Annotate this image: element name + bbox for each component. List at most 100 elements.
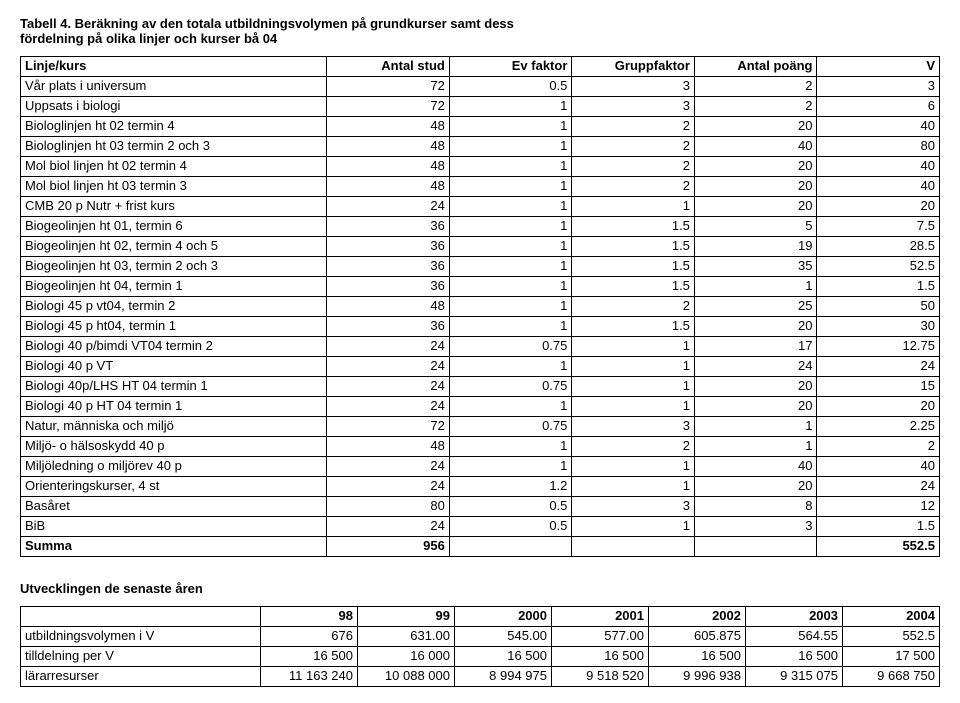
- table-cell: 564.55: [746, 627, 843, 647]
- table-cell: 48: [327, 137, 450, 157]
- table-cell: 72: [327, 77, 450, 97]
- table-cell: 9 518 520: [552, 667, 649, 687]
- table-cell: 24: [327, 517, 450, 537]
- table-cell: Biologi 40 p/bimdi VT04 termin 2: [21, 337, 327, 357]
- table-row: Biologlinjen ht 02 termin 448122040: [21, 117, 940, 137]
- table-cell: 48: [327, 177, 450, 197]
- table-row: Basåret800.53812: [21, 497, 940, 517]
- table-cell: 25: [694, 297, 817, 317]
- table-cell: 20: [817, 397, 940, 417]
- col-header: 2003: [746, 607, 843, 627]
- table-row: Biogeolinjen ht 04, termin 13611.511.5: [21, 277, 940, 297]
- table-cell: 577.00: [552, 627, 649, 647]
- table-cell: 3: [572, 497, 695, 517]
- table-cell: 48: [327, 157, 450, 177]
- history-table: 98 99 2000 2001 2002 2003 2004 utbildnin…: [20, 606, 940, 687]
- table-cell: 24: [694, 357, 817, 377]
- table-cell: 12: [817, 497, 940, 517]
- table-row: Mol biol linjen ht 03 termin 348122040: [21, 177, 940, 197]
- table-cell: BiB: [21, 517, 327, 537]
- table-cell: 20: [694, 157, 817, 177]
- table-row: Biogeolinjen ht 02, termin 4 och 53611.5…: [21, 237, 940, 257]
- table-cell: Uppsats i biologi: [21, 97, 327, 117]
- table-row: Biogeolinjen ht 01, termin 63611.557.5: [21, 217, 940, 237]
- table-row: Miljö- o hälsoskydd 40 p481212: [21, 437, 940, 457]
- table-cell: 1: [572, 197, 695, 217]
- table-cell: 7.5: [817, 217, 940, 237]
- table-cell: 545.00: [455, 627, 552, 647]
- table-cell: 1: [572, 397, 695, 417]
- table-row: Biologlinjen ht 03 termin 2 och 34812408…: [21, 137, 940, 157]
- table-row: CMB 20 p Nutr + frist kurs24112020: [21, 197, 940, 217]
- table-cell: 12.75: [817, 337, 940, 357]
- col-header: Ev faktor: [449, 57, 572, 77]
- table-cell: Mol biol linjen ht 03 termin 3: [21, 177, 327, 197]
- table-row: Biologi 45 p ht04, termin 13611.52030: [21, 317, 940, 337]
- col-header: Gruppfaktor: [572, 57, 695, 77]
- table-cell: 0.5: [449, 497, 572, 517]
- table-cell: 1: [449, 157, 572, 177]
- table-cell: 20: [694, 397, 817, 417]
- table-cell: 80: [327, 497, 450, 517]
- table-cell: 1: [572, 357, 695, 377]
- table-cell: 50: [817, 297, 940, 317]
- table-cell: lärarresurser: [21, 667, 261, 687]
- table-cell: 30: [817, 317, 940, 337]
- table-cell: 1: [449, 437, 572, 457]
- table-cell: 1: [572, 477, 695, 497]
- table-row: Biogeolinjen ht 03, termin 2 och 33611.5…: [21, 257, 940, 277]
- table-cell: 17: [694, 337, 817, 357]
- col-header: Antal poäng: [694, 57, 817, 77]
- table-cell: 24: [327, 457, 450, 477]
- table-cell: Biogeolinjen ht 04, termin 1: [21, 277, 327, 297]
- table-row: Miljöledning o miljörev 40 p24114040: [21, 457, 940, 477]
- table-cell: 40: [817, 117, 940, 137]
- col-header: Antal stud: [327, 57, 450, 77]
- table-cell: Biologi 40 p HT 04 termin 1: [21, 397, 327, 417]
- main-table: Linje/kurs Antal stud Ev faktor Gruppfak…: [20, 56, 940, 557]
- table-cell: 1: [572, 517, 695, 537]
- table-header-row: Linje/kurs Antal stud Ev faktor Gruppfak…: [21, 57, 940, 77]
- table-cell: 1: [449, 117, 572, 137]
- table-cell: 40: [817, 457, 940, 477]
- table-cell: 9 315 075: [746, 667, 843, 687]
- table-cell: 1.5: [817, 277, 940, 297]
- table-cell: 1: [694, 437, 817, 457]
- table-cell: 20: [694, 177, 817, 197]
- table-cell: 1: [694, 277, 817, 297]
- sub-heading: Utvecklingen de senaste åren: [20, 581, 940, 596]
- table-row: Biologi 40 p/bimdi VT04 termin 2240.7511…: [21, 337, 940, 357]
- table-cell: 40: [817, 157, 940, 177]
- table-row: Biologi 40p/LHS HT 04 termin 1240.751201…: [21, 377, 940, 397]
- table-cell: 0.5: [449, 517, 572, 537]
- caption-line-1: Tabell 4. Beräkning av den totala utbild…: [20, 16, 940, 31]
- table-cell: 1: [449, 137, 572, 157]
- table-cell: 1: [449, 277, 572, 297]
- table-cell: 1: [449, 297, 572, 317]
- summary-v: 552.5: [817, 537, 940, 557]
- table-cell: 1.2: [449, 477, 572, 497]
- table-cell: 36: [327, 277, 450, 297]
- table-cell: 24: [327, 377, 450, 397]
- table-cell: 36: [327, 257, 450, 277]
- table-cell: 3: [817, 77, 940, 97]
- table-cell: 1: [572, 457, 695, 477]
- table-cell: 2: [572, 297, 695, 317]
- table-row: Biologi 45 p vt04, termin 248122550: [21, 297, 940, 317]
- table-cell: 20: [817, 197, 940, 217]
- table-cell: 1.5: [572, 217, 695, 237]
- table-cell: 28.5: [817, 237, 940, 257]
- table-cell: Miljöledning o miljörev 40 p: [21, 457, 327, 477]
- table-cell: 2: [572, 437, 695, 457]
- table-cell: 2: [572, 157, 695, 177]
- table-cell: 2: [694, 97, 817, 117]
- summary-blank: [572, 537, 695, 557]
- table-cell: CMB 20 p Nutr + frist kurs: [21, 197, 327, 217]
- table-cell: Mol biol linjen ht 02 termin 4: [21, 157, 327, 177]
- table-cell: 40: [694, 457, 817, 477]
- table-cell: 1: [572, 337, 695, 357]
- table-cell: 552.5: [843, 627, 940, 647]
- table-cell: 1: [449, 457, 572, 477]
- table-cell: 1: [449, 97, 572, 117]
- table-cell: 1: [694, 417, 817, 437]
